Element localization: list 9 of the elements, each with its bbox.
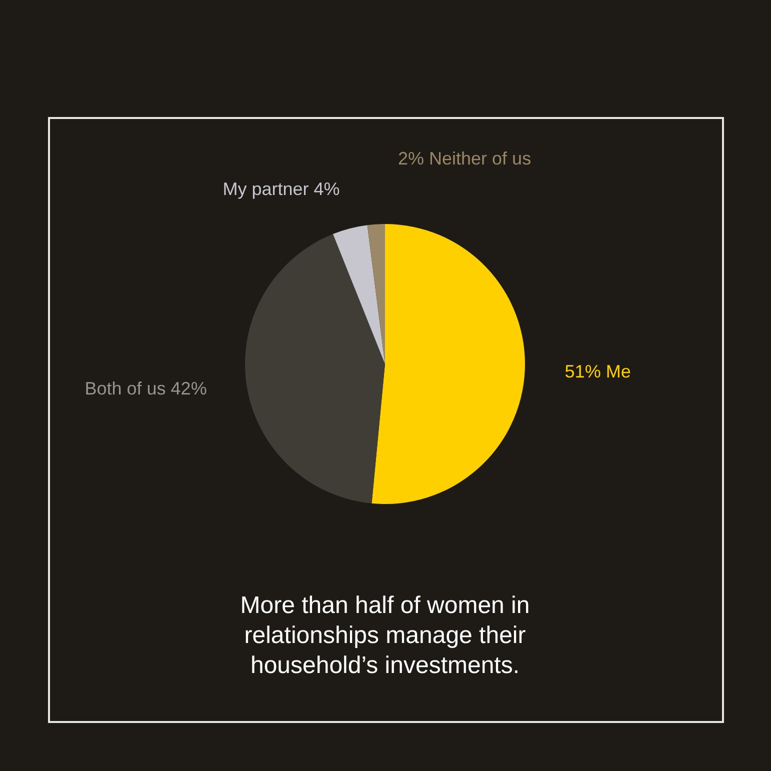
pie-slice xyxy=(245,234,385,504)
pie-slice xyxy=(367,224,385,364)
slice-label: 51% Me xyxy=(564,362,631,382)
pie-slice xyxy=(332,225,385,364)
slice-label: 2% Neither of us xyxy=(398,148,532,168)
text: More than half of women in relationships manage their household’s investments. xyxy=(240,592,530,679)
slice-label: My partner 4% xyxy=(222,178,340,199)
pie-slice xyxy=(372,224,525,504)
slice-label: Both of us 42% xyxy=(84,378,207,399)
